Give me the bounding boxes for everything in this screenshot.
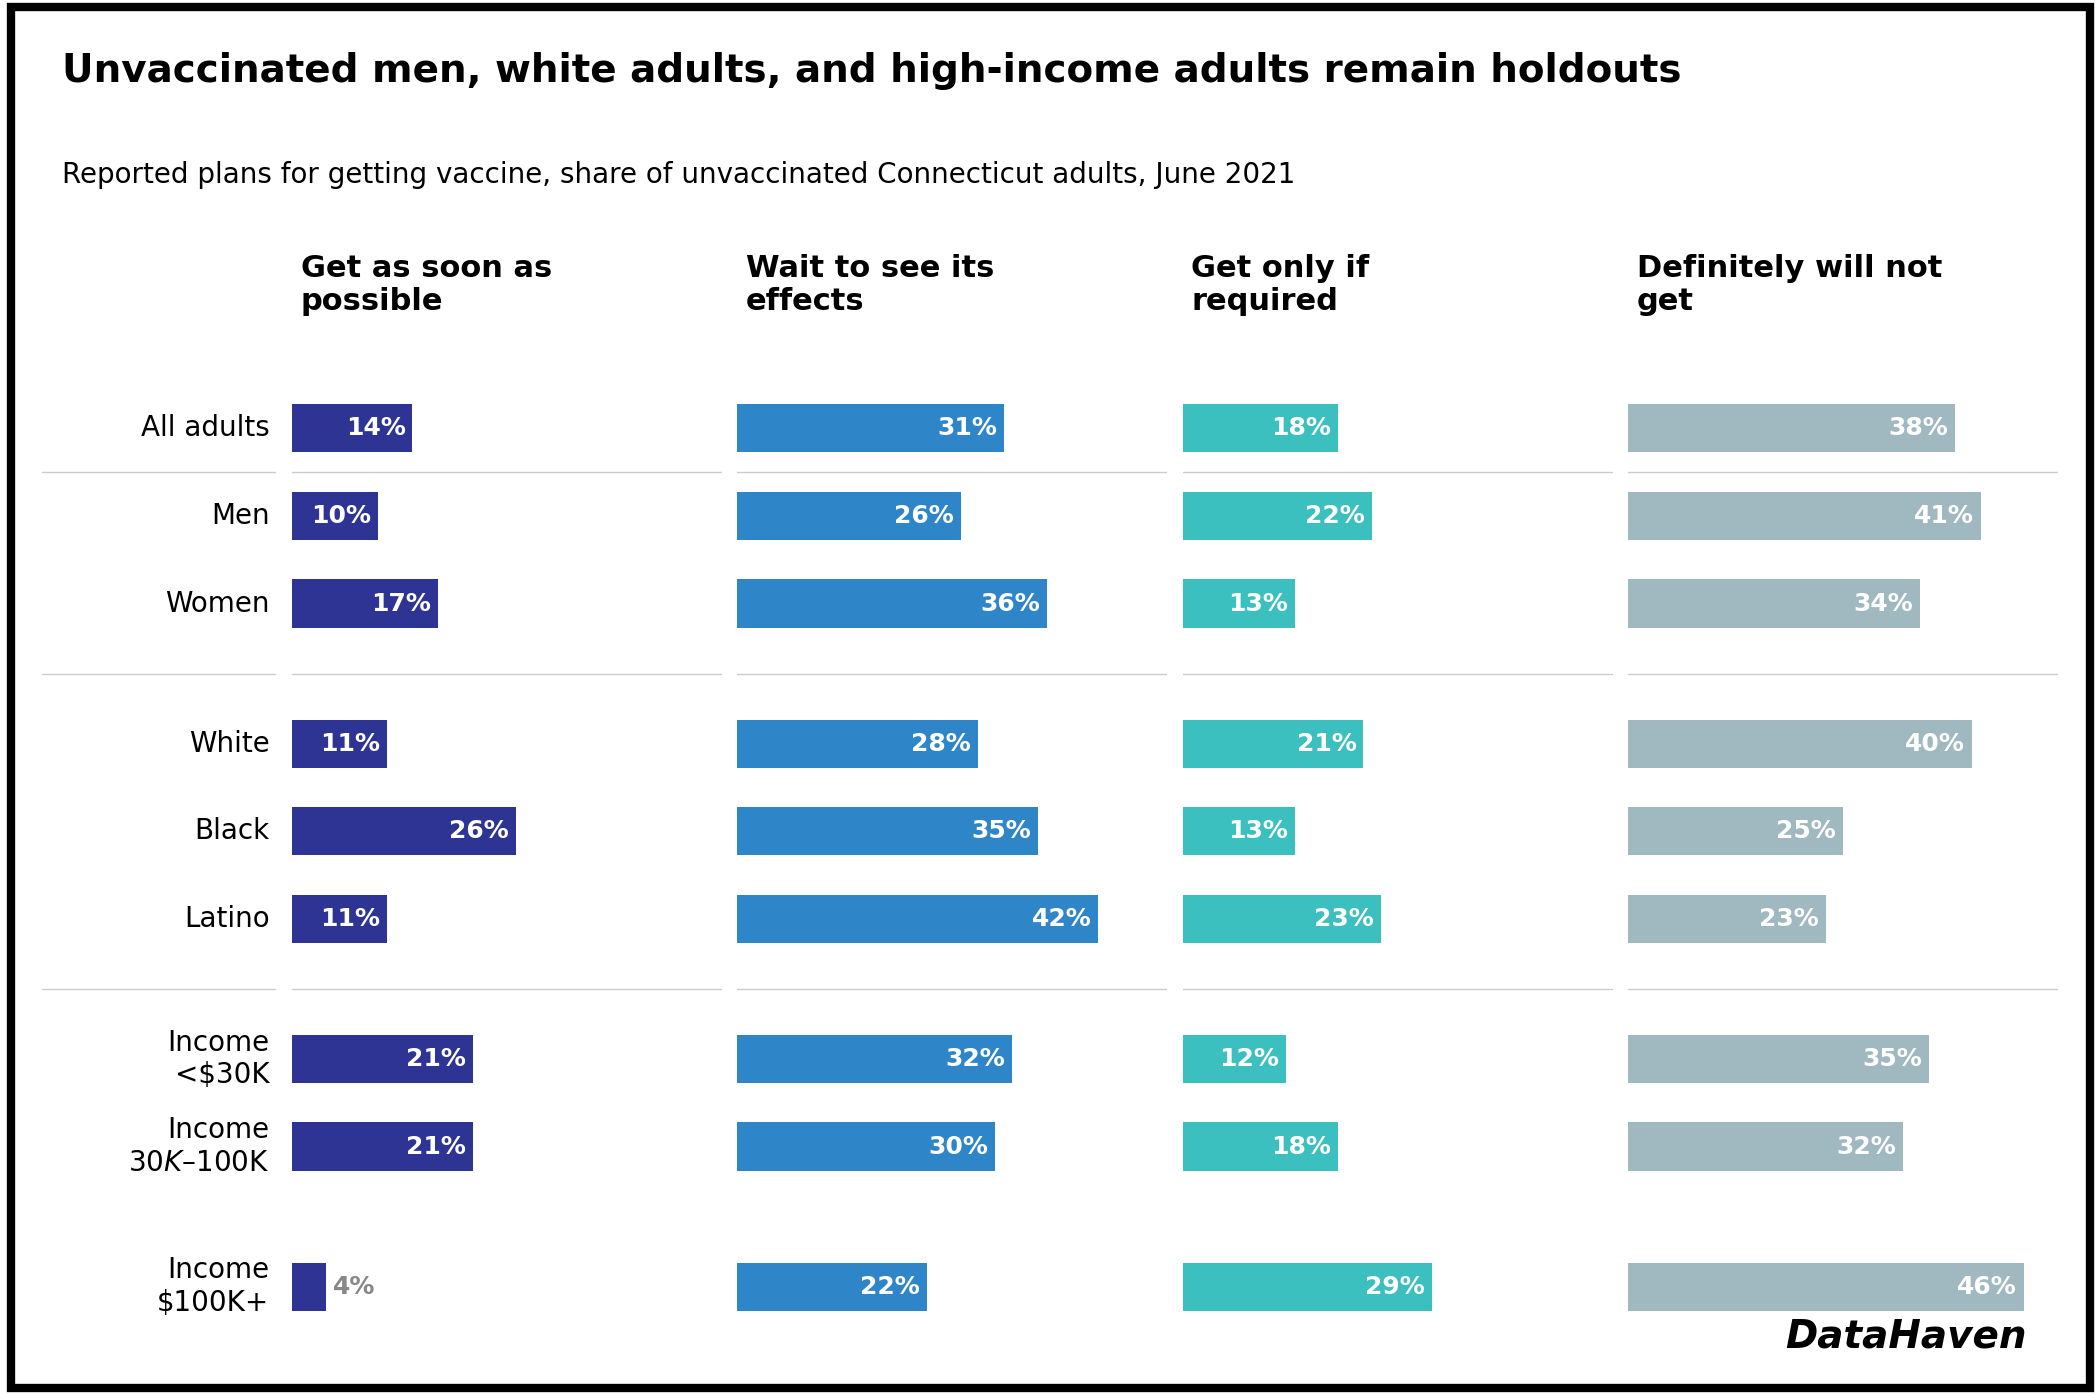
- Text: 40%: 40%: [1905, 731, 1966, 756]
- Text: 21%: 21%: [405, 1046, 466, 1071]
- Text: 4%: 4%: [334, 1275, 376, 1299]
- FancyBboxPatch shape: [1182, 808, 1294, 855]
- FancyBboxPatch shape: [737, 405, 1004, 452]
- Text: 22%: 22%: [859, 1275, 920, 1299]
- Text: Get as soon as
possible: Get as soon as possible: [300, 254, 552, 317]
- Text: 12%: 12%: [1220, 1046, 1279, 1071]
- Text: 13%: 13%: [1228, 591, 1287, 615]
- Text: White: White: [189, 730, 269, 757]
- FancyBboxPatch shape: [292, 808, 514, 855]
- FancyBboxPatch shape: [292, 1123, 472, 1170]
- Text: Income
$30K–$100K: Income $30K–$100K: [128, 1116, 269, 1177]
- Text: 46%: 46%: [1957, 1275, 2016, 1299]
- FancyBboxPatch shape: [1628, 808, 1844, 855]
- Text: Definitely will not
get: Definitely will not get: [1636, 254, 1942, 317]
- Text: 10%: 10%: [311, 504, 372, 527]
- Text: 22%: 22%: [1306, 504, 1365, 527]
- Text: 31%: 31%: [937, 416, 998, 441]
- FancyBboxPatch shape: [737, 1035, 1012, 1083]
- Text: Get only if
required: Get only if required: [1191, 254, 1369, 317]
- Text: 41%: 41%: [1913, 504, 1974, 527]
- Text: 23%: 23%: [1760, 907, 1819, 930]
- FancyBboxPatch shape: [1182, 1262, 1432, 1311]
- FancyBboxPatch shape: [737, 1262, 926, 1311]
- FancyBboxPatch shape: [737, 720, 979, 767]
- Text: 13%: 13%: [1228, 819, 1287, 843]
- FancyBboxPatch shape: [1628, 1262, 2024, 1311]
- FancyBboxPatch shape: [1628, 405, 1955, 452]
- Text: Black: Black: [195, 817, 269, 845]
- Text: 18%: 18%: [1270, 1134, 1331, 1158]
- Text: 23%: 23%: [1315, 907, 1373, 930]
- Text: 34%: 34%: [1854, 591, 1913, 615]
- FancyBboxPatch shape: [292, 579, 439, 628]
- Text: 26%: 26%: [895, 504, 953, 527]
- Text: 35%: 35%: [972, 819, 1031, 843]
- FancyBboxPatch shape: [737, 808, 1037, 855]
- Text: 21%: 21%: [405, 1134, 466, 1158]
- FancyBboxPatch shape: [1628, 894, 1825, 943]
- Text: 35%: 35%: [1863, 1046, 1922, 1071]
- Text: 21%: 21%: [1296, 731, 1357, 756]
- FancyBboxPatch shape: [292, 492, 378, 540]
- FancyBboxPatch shape: [1182, 579, 1294, 628]
- FancyBboxPatch shape: [1628, 492, 1980, 540]
- FancyBboxPatch shape: [292, 1262, 326, 1311]
- FancyBboxPatch shape: [1628, 720, 1972, 767]
- FancyBboxPatch shape: [1182, 1035, 1285, 1083]
- FancyBboxPatch shape: [1628, 1123, 1903, 1170]
- Text: 32%: 32%: [1838, 1134, 1896, 1158]
- Text: All adults: All adults: [141, 414, 269, 442]
- FancyBboxPatch shape: [737, 579, 1048, 628]
- Text: 14%: 14%: [346, 416, 405, 441]
- Text: Wait to see its
effects: Wait to see its effects: [746, 254, 995, 317]
- FancyBboxPatch shape: [737, 492, 962, 540]
- Text: Men: Men: [210, 502, 269, 530]
- FancyBboxPatch shape: [1182, 720, 1363, 767]
- Text: 17%: 17%: [372, 591, 430, 615]
- FancyBboxPatch shape: [1182, 1123, 1338, 1170]
- FancyBboxPatch shape: [292, 894, 386, 943]
- Text: 32%: 32%: [945, 1046, 1006, 1071]
- Text: Reported plans for getting vaccine, share of unvaccinated Connecticut adults, Ju: Reported plans for getting vaccine, shar…: [63, 160, 1296, 190]
- Text: 11%: 11%: [319, 907, 380, 930]
- Text: Women: Women: [166, 590, 269, 618]
- Text: Latino: Latino: [185, 905, 269, 933]
- FancyBboxPatch shape: [292, 405, 412, 452]
- Text: Unvaccinated men, white adults, and high-income adults remain holdouts: Unvaccinated men, white adults, and high…: [63, 52, 1682, 91]
- FancyBboxPatch shape: [1628, 579, 1922, 628]
- Text: 36%: 36%: [981, 591, 1040, 615]
- Text: DataHaven: DataHaven: [1785, 1318, 2026, 1356]
- FancyBboxPatch shape: [292, 720, 386, 767]
- Text: 28%: 28%: [911, 731, 970, 756]
- Text: Income
<$30K: Income <$30K: [168, 1028, 269, 1089]
- FancyBboxPatch shape: [1628, 1035, 1930, 1083]
- Text: 25%: 25%: [1777, 819, 1835, 843]
- FancyBboxPatch shape: [1182, 894, 1380, 943]
- Text: 38%: 38%: [1888, 416, 1949, 441]
- Text: 29%: 29%: [1365, 1275, 1426, 1299]
- Text: 11%: 11%: [319, 731, 380, 756]
- FancyBboxPatch shape: [1182, 405, 1338, 452]
- FancyBboxPatch shape: [737, 1123, 995, 1170]
- FancyBboxPatch shape: [292, 1035, 472, 1083]
- Text: 26%: 26%: [449, 819, 508, 843]
- FancyBboxPatch shape: [737, 894, 1098, 943]
- Text: 18%: 18%: [1270, 416, 1331, 441]
- Text: Income
$100K+: Income $100K+: [158, 1257, 269, 1317]
- Text: 42%: 42%: [1031, 907, 1092, 930]
- Text: 30%: 30%: [928, 1134, 989, 1158]
- FancyBboxPatch shape: [1182, 492, 1371, 540]
